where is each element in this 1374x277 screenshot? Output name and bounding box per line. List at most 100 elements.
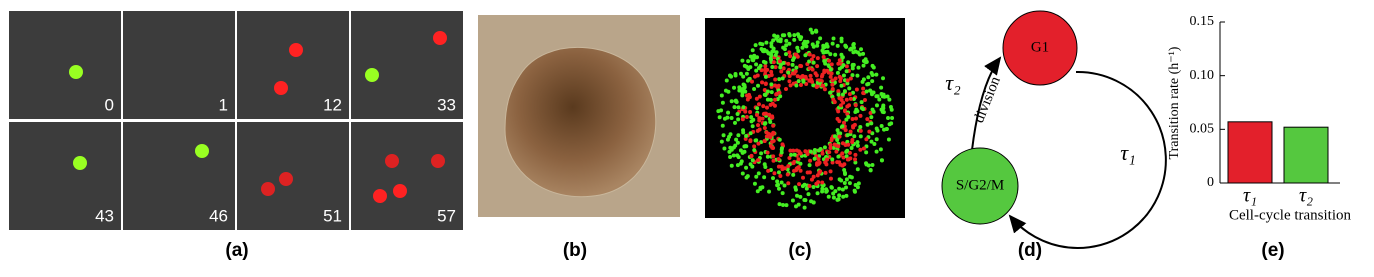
cell <box>744 64 749 69</box>
cell <box>744 133 749 138</box>
cell <box>762 88 767 93</box>
cell <box>870 131 875 136</box>
cell <box>754 174 759 179</box>
rate-label: τ₁ <box>1120 140 1136 165</box>
cell <box>759 47 764 52</box>
cell <box>787 32 792 37</box>
cell <box>875 94 880 99</box>
spheroid <box>504 47 657 198</box>
cell <box>778 59 783 64</box>
cell <box>869 90 874 95</box>
cell <box>833 76 838 81</box>
cell <box>741 74 746 79</box>
cell <box>750 124 755 129</box>
cell <box>789 152 794 157</box>
cell <box>754 96 759 101</box>
cell <box>776 157 781 162</box>
cell <box>731 145 736 150</box>
cell <box>831 195 836 200</box>
cell <box>807 52 812 57</box>
cell <box>846 114 851 119</box>
cell <box>765 150 770 155</box>
cell <box>837 160 842 165</box>
cell <box>810 30 815 35</box>
cell <box>787 41 792 46</box>
cell <box>787 79 792 84</box>
cell <box>836 89 841 94</box>
cell <box>808 149 813 154</box>
cell <box>757 118 762 123</box>
cell <box>807 163 812 168</box>
cell <box>811 185 816 190</box>
cell <box>792 33 797 38</box>
cell <box>768 119 773 124</box>
cell <box>756 83 761 88</box>
cell <box>848 76 853 81</box>
cell <box>874 137 879 142</box>
cell <box>770 176 775 181</box>
cell <box>727 149 732 154</box>
cell <box>855 109 860 114</box>
cell <box>729 99 734 104</box>
cell <box>741 105 746 110</box>
cell <box>757 127 762 132</box>
cell <box>852 122 857 127</box>
cell <box>844 64 849 69</box>
cell <box>847 181 852 186</box>
cell <box>792 37 797 42</box>
cell <box>858 134 863 139</box>
arrow <box>971 56 1002 151</box>
cell <box>780 33 785 38</box>
cell <box>858 125 863 130</box>
cell <box>863 57 868 62</box>
cell <box>724 78 729 83</box>
cell <box>889 121 894 126</box>
cell <box>829 62 834 67</box>
cell <box>852 134 857 139</box>
cell <box>845 157 850 162</box>
cell <box>803 53 808 58</box>
y-tick-label: 0.15 <box>1190 14 1215 29</box>
cell <box>795 193 800 198</box>
cell <box>815 64 820 69</box>
cell <box>840 92 845 97</box>
cell <box>843 43 848 48</box>
cell <box>839 97 844 102</box>
cell <box>743 109 748 114</box>
rate-label: τ₂ <box>945 70 961 95</box>
cell <box>856 65 861 70</box>
cell <box>868 110 873 115</box>
cell <box>768 102 773 107</box>
cell <box>289 43 303 57</box>
cell <box>804 44 809 49</box>
cell <box>864 137 869 142</box>
cell <box>729 163 734 168</box>
cell <box>840 55 845 60</box>
cell <box>733 99 738 104</box>
cell <box>853 103 858 108</box>
cell <box>781 66 786 71</box>
cell <box>851 90 856 95</box>
cell <box>798 83 803 88</box>
cell <box>837 134 842 139</box>
cell <box>859 100 864 105</box>
cell <box>787 155 792 160</box>
cell <box>791 148 796 153</box>
cell <box>866 81 871 86</box>
cell <box>734 137 739 142</box>
cell <box>831 36 836 41</box>
cell <box>744 165 749 170</box>
cell <box>749 154 754 159</box>
cell <box>815 56 820 61</box>
cell <box>815 40 820 45</box>
cell <box>756 171 761 176</box>
cell <box>837 186 842 191</box>
cell <box>763 81 768 86</box>
cell <box>796 157 801 162</box>
cell <box>793 187 798 192</box>
cell <box>765 105 770 110</box>
cell <box>886 116 891 121</box>
x-axis-label: Cell-cycle transition <box>1229 207 1352 223</box>
cell <box>796 79 801 84</box>
cell <box>738 148 743 153</box>
